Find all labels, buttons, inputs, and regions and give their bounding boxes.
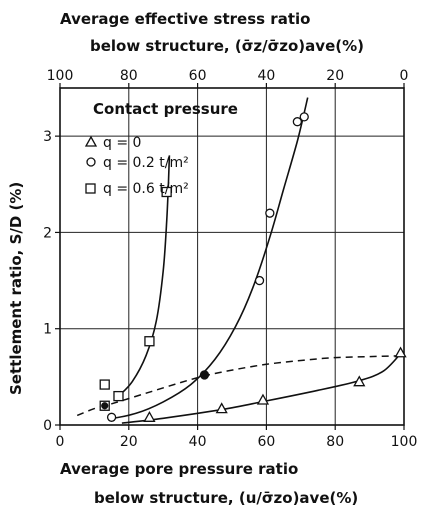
square-point: [113, 390, 124, 402]
plot-frame: [59, 87, 405, 426]
square-point: [144, 336, 155, 347]
curve-q0: [121, 353, 402, 424]
circle-point: [254, 275, 265, 286]
triangle-point: [394, 346, 407, 358]
data-points: [99, 112, 407, 422]
legend-title: Contact pressure: [93, 100, 238, 118]
top-tick-label: 20: [326, 68, 344, 84]
circle-point: [292, 117, 303, 127]
top-tick-label: 0: [400, 68, 409, 84]
top-axis-title-line2: below structure, (σ̄z/σ̄zo)ave(%): [90, 37, 364, 55]
x-tick-label: 40: [189, 434, 207, 450]
dashed-boundary-curve: [76, 354, 405, 417]
legend-marker-triangle: [84, 135, 98, 147]
x-tick-label: 0: [56, 434, 65, 450]
top-axis-title-line1: Average effective stress ratio: [60, 10, 310, 28]
legend-label-q02: q = 0.2 t/m²: [103, 155, 189, 171]
circle-point: [106, 412, 117, 422]
y-tick-label: 0: [43, 418, 52, 434]
x-axis-label-line2: below structure, (u/σ̄zo)ave(%): [94, 489, 358, 507]
triangle-point: [143, 410, 156, 422]
square-point: [161, 186, 172, 198]
circle-point: [265, 208, 275, 218]
legend: Contact pressure q = 0 q = 0.2 t/m² q = …: [84, 100, 238, 197]
filled-highlight-point: [101, 402, 109, 410]
top-tick-label: 80: [120, 68, 138, 84]
grid: [60, 88, 404, 425]
x-tick-label: 20: [120, 434, 138, 450]
triangle-point: [256, 393, 270, 405]
y-tick-label: 3: [43, 129, 52, 145]
top-tick-label: 100: [47, 68, 74, 84]
triangle-point: [215, 402, 228, 414]
top-tick-label: 60: [189, 68, 207, 84]
circle-point: [299, 112, 309, 122]
triangle-point: [353, 375, 366, 387]
filled-highlight-point: [200, 371, 209, 379]
x-tick-label: 80: [326, 434, 344, 450]
legend-marker-circle: [86, 157, 96, 167]
legend-label-q06: q = 0.6 t/m²: [103, 181, 189, 197]
x-tick-label: 60: [257, 434, 275, 450]
legend-label-q0: q = 0: [103, 135, 141, 151]
y-tick-label: 2: [43, 225, 52, 241]
y-axis-label: Settlement ratio, S/D (%): [7, 182, 25, 395]
legend-marker-square: [85, 183, 96, 194]
curve-q02: [108, 97, 309, 420]
square-point: [99, 379, 110, 390]
top-tick-label: 40: [257, 68, 275, 84]
x-axis-label-line1: Average pore pressure ratio: [60, 460, 298, 478]
x-tick-label: 100: [391, 434, 418, 450]
y-tick-label: 1: [43, 322, 52, 338]
